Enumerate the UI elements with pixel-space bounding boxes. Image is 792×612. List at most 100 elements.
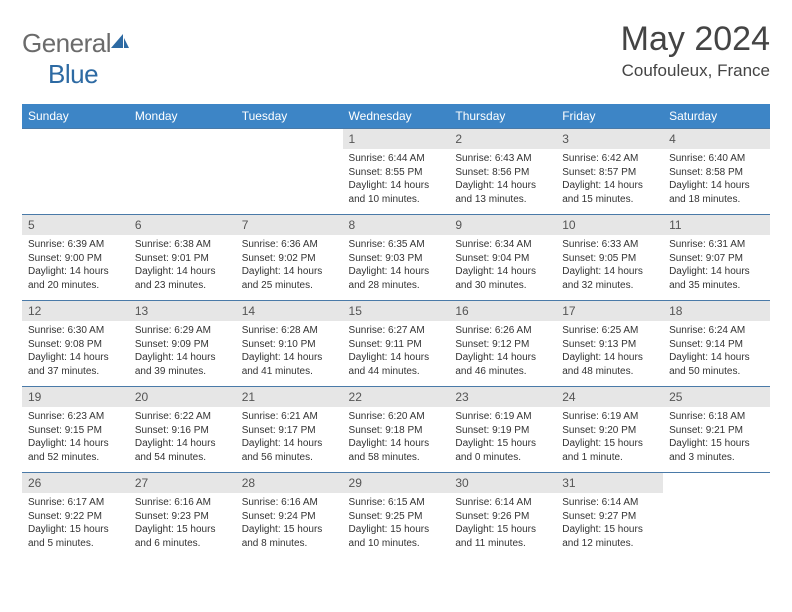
day-details: Sunrise: 6:14 AMSunset: 9:26 PMDaylight:… [449, 493, 556, 552]
calendar-cell: 12Sunrise: 6:30 AMSunset: 9:08 PMDayligh… [22, 301, 129, 387]
calendar-row: 12Sunrise: 6:30 AMSunset: 9:08 PMDayligh… [22, 301, 770, 387]
day-details: Sunrise: 6:16 AMSunset: 9:24 PMDaylight:… [236, 493, 343, 552]
brand-sail-icon [109, 28, 131, 59]
calendar-row: 5Sunrise: 6:39 AMSunset: 9:00 PMDaylight… [22, 215, 770, 301]
day-details: Sunrise: 6:35 AMSunset: 9:03 PMDaylight:… [343, 235, 450, 294]
day-number: 11 [663, 215, 770, 235]
weekday-header: Thursday [449, 104, 556, 129]
day-details: Sunrise: 6:39 AMSunset: 9:00 PMDaylight:… [22, 235, 129, 294]
brand-text: GeneralBlue [22, 28, 131, 90]
brand-logo: GeneralBlue [22, 20, 131, 90]
calendar-body: 1Sunrise: 6:44 AMSunset: 8:55 PMDaylight… [22, 129, 770, 559]
calendar-row: 26Sunrise: 6:17 AMSunset: 9:22 PMDayligh… [22, 473, 770, 559]
day-details: Sunrise: 6:23 AMSunset: 9:15 PMDaylight:… [22, 407, 129, 466]
calendar-cell [129, 129, 236, 215]
day-number: 4 [663, 129, 770, 149]
day-details: Sunrise: 6:16 AMSunset: 9:23 PMDaylight:… [129, 493, 236, 552]
weekday-header-row: Sunday Monday Tuesday Wednesday Thursday… [22, 104, 770, 129]
day-details: Sunrise: 6:34 AMSunset: 9:04 PMDaylight:… [449, 235, 556, 294]
day-number: 8 [343, 215, 450, 235]
day-details: Sunrise: 6:27 AMSunset: 9:11 PMDaylight:… [343, 321, 450, 380]
day-details: Sunrise: 6:22 AMSunset: 9:16 PMDaylight:… [129, 407, 236, 466]
calendar-cell: 2Sunrise: 6:43 AMSunset: 8:56 PMDaylight… [449, 129, 556, 215]
weekday-header: Sunday [22, 104, 129, 129]
day-number: 27 [129, 473, 236, 493]
calendar-cell: 24Sunrise: 6:19 AMSunset: 9:20 PMDayligh… [556, 387, 663, 473]
day-details: Sunrise: 6:20 AMSunset: 9:18 PMDaylight:… [343, 407, 450, 466]
day-number: 18 [663, 301, 770, 321]
calendar-cell: 18Sunrise: 6:24 AMSunset: 9:14 PMDayligh… [663, 301, 770, 387]
day-details: Sunrise: 6:28 AMSunset: 9:10 PMDaylight:… [236, 321, 343, 380]
calendar-cell: 10Sunrise: 6:33 AMSunset: 9:05 PMDayligh… [556, 215, 663, 301]
day-details: Sunrise: 6:36 AMSunset: 9:02 PMDaylight:… [236, 235, 343, 294]
weekday-header: Tuesday [236, 104, 343, 129]
day-details: Sunrise: 6:42 AMSunset: 8:57 PMDaylight:… [556, 149, 663, 208]
calendar-cell: 8Sunrise: 6:35 AMSunset: 9:03 PMDaylight… [343, 215, 450, 301]
calendar-cell: 7Sunrise: 6:36 AMSunset: 9:02 PMDaylight… [236, 215, 343, 301]
day-details: Sunrise: 6:21 AMSunset: 9:17 PMDaylight:… [236, 407, 343, 466]
calendar-row: 19Sunrise: 6:23 AMSunset: 9:15 PMDayligh… [22, 387, 770, 473]
day-number: 22 [343, 387, 450, 407]
day-number: 17 [556, 301, 663, 321]
day-number: 5 [22, 215, 129, 235]
weekday-header: Wednesday [343, 104, 450, 129]
calendar-cell [22, 129, 129, 215]
day-details: Sunrise: 6:44 AMSunset: 8:55 PMDaylight:… [343, 149, 450, 208]
calendar-cell: 13Sunrise: 6:29 AMSunset: 9:09 PMDayligh… [129, 301, 236, 387]
calendar-cell: 16Sunrise: 6:26 AMSunset: 9:12 PMDayligh… [449, 301, 556, 387]
day-details: Sunrise: 6:38 AMSunset: 9:01 PMDaylight:… [129, 235, 236, 294]
day-number: 3 [556, 129, 663, 149]
day-number: 6 [129, 215, 236, 235]
brand-word-1: General [22, 28, 111, 58]
day-number: 20 [129, 387, 236, 407]
calendar-cell: 6Sunrise: 6:38 AMSunset: 9:01 PMDaylight… [129, 215, 236, 301]
day-number: 28 [236, 473, 343, 493]
day-number: 1 [343, 129, 450, 149]
weekday-header: Monday [129, 104, 236, 129]
calendar-cell: 30Sunrise: 6:14 AMSunset: 9:26 PMDayligh… [449, 473, 556, 559]
day-details: Sunrise: 6:30 AMSunset: 9:08 PMDaylight:… [22, 321, 129, 380]
day-number: 2 [449, 129, 556, 149]
calendar-table: Sunday Monday Tuesday Wednesday Thursday… [22, 104, 770, 559]
day-details: Sunrise: 6:25 AMSunset: 9:13 PMDaylight:… [556, 321, 663, 380]
day-number: 15 [343, 301, 450, 321]
calendar-cell: 17Sunrise: 6:25 AMSunset: 9:13 PMDayligh… [556, 301, 663, 387]
calendar-cell: 20Sunrise: 6:22 AMSunset: 9:16 PMDayligh… [129, 387, 236, 473]
day-number: 24 [556, 387, 663, 407]
day-number: 16 [449, 301, 556, 321]
calendar-cell: 11Sunrise: 6:31 AMSunset: 9:07 PMDayligh… [663, 215, 770, 301]
day-number: 21 [236, 387, 343, 407]
calendar-page: GeneralBlue May 2024 Coufouleux, France … [0, 0, 792, 559]
day-number: 19 [22, 387, 129, 407]
day-number: 10 [556, 215, 663, 235]
calendar-cell: 26Sunrise: 6:17 AMSunset: 9:22 PMDayligh… [22, 473, 129, 559]
day-number: 31 [556, 473, 663, 493]
calendar-cell: 29Sunrise: 6:15 AMSunset: 9:25 PMDayligh… [343, 473, 450, 559]
day-number: 12 [22, 301, 129, 321]
title-block: May 2024 Coufouleux, France [621, 20, 770, 81]
day-details: Sunrise: 6:26 AMSunset: 9:12 PMDaylight:… [449, 321, 556, 380]
calendar-cell: 23Sunrise: 6:19 AMSunset: 9:19 PMDayligh… [449, 387, 556, 473]
day-details: Sunrise: 6:19 AMSunset: 9:20 PMDaylight:… [556, 407, 663, 466]
month-title: May 2024 [621, 20, 770, 59]
location-label: Coufouleux, France [621, 61, 770, 81]
calendar-cell: 14Sunrise: 6:28 AMSunset: 9:10 PMDayligh… [236, 301, 343, 387]
day-details: Sunrise: 6:31 AMSunset: 9:07 PMDaylight:… [663, 235, 770, 294]
calendar-cell: 22Sunrise: 6:20 AMSunset: 9:18 PMDayligh… [343, 387, 450, 473]
calendar-cell: 15Sunrise: 6:27 AMSunset: 9:11 PMDayligh… [343, 301, 450, 387]
day-details: Sunrise: 6:14 AMSunset: 9:27 PMDaylight:… [556, 493, 663, 552]
day-number: 7 [236, 215, 343, 235]
weekday-header: Saturday [663, 104, 770, 129]
calendar-cell: 4Sunrise: 6:40 AMSunset: 8:58 PMDaylight… [663, 129, 770, 215]
day-number: 30 [449, 473, 556, 493]
day-details: Sunrise: 6:17 AMSunset: 9:22 PMDaylight:… [22, 493, 129, 552]
calendar-cell: 1Sunrise: 6:44 AMSunset: 8:55 PMDaylight… [343, 129, 450, 215]
day-details: Sunrise: 6:18 AMSunset: 9:21 PMDaylight:… [663, 407, 770, 466]
day-number: 25 [663, 387, 770, 407]
calendar-cell: 5Sunrise: 6:39 AMSunset: 9:00 PMDaylight… [22, 215, 129, 301]
calendar-cell: 3Sunrise: 6:42 AMSunset: 8:57 PMDaylight… [556, 129, 663, 215]
day-details: Sunrise: 6:19 AMSunset: 9:19 PMDaylight:… [449, 407, 556, 466]
day-details: Sunrise: 6:24 AMSunset: 9:14 PMDaylight:… [663, 321, 770, 380]
calendar-cell: 21Sunrise: 6:21 AMSunset: 9:17 PMDayligh… [236, 387, 343, 473]
day-details: Sunrise: 6:43 AMSunset: 8:56 PMDaylight:… [449, 149, 556, 208]
